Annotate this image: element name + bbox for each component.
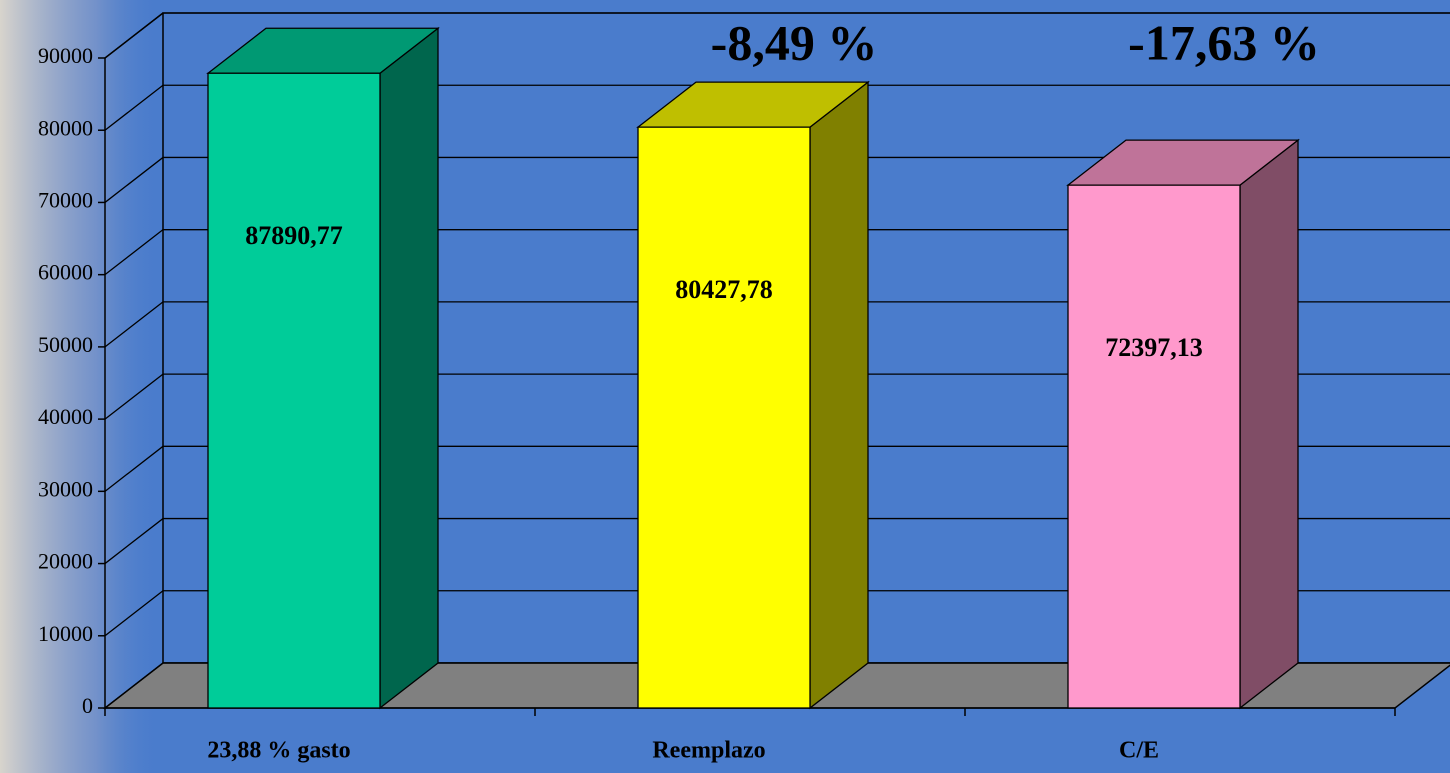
x-tick-label: C/E: [1119, 738, 1159, 764]
annotation: -17,63 %: [1128, 14, 1320, 70]
y-tick-label: 80000: [38, 115, 93, 140]
bar: [638, 127, 810, 708]
value-label: 80427,78: [675, 275, 773, 304]
y-tick-label: 50000: [38, 332, 93, 357]
value-label: 87890,77: [245, 221, 343, 250]
page: 0 10000 20000 30000 40000 50000 60000 70000 8000…: [0, 0, 1450, 773]
x-tick-label: 23,88 % gasto: [207, 738, 350, 764]
chart: 0 10000 20000 30000 40000 50000 60000 70000 8000…: [0, 0, 1450, 773]
value-label: 72397,13: [1105, 333, 1203, 362]
y-tick-label: 70000: [38, 187, 93, 212]
bar-side: [1240, 140, 1298, 708]
y-tick-label: 30000: [38, 476, 93, 501]
y-tick-label: 20000: [38, 549, 93, 574]
y-tick-label: 90000: [38, 43, 93, 68]
bar-side: [380, 28, 438, 708]
bar: [1068, 185, 1240, 708]
bar: [208, 73, 380, 708]
bar-side: [810, 82, 868, 708]
x-tick-label: Reemplazo: [652, 738, 765, 764]
annotation: -8,49 %: [711, 14, 878, 70]
y-tick-label: 0: [82, 693, 93, 718]
y-tick-label: 60000: [38, 260, 93, 285]
y-tick-label: 40000: [38, 404, 93, 429]
y-tick-label: 10000: [38, 621, 93, 646]
